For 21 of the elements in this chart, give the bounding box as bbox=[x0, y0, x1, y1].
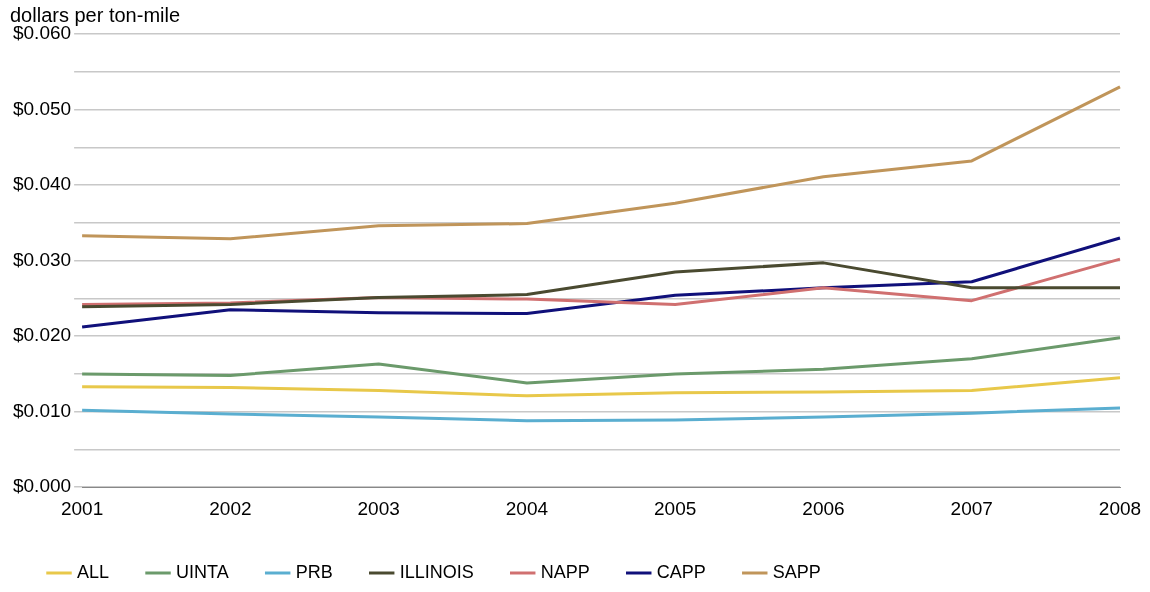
x-tick-label: 2006 bbox=[802, 497, 845, 519]
legend-label: NAPP bbox=[540, 561, 590, 582]
x-tick-label: 2008 bbox=[1098, 497, 1142, 519]
legend-label: UINTA bbox=[176, 561, 229, 582]
y-tick-label: $0.000 bbox=[12, 475, 72, 497]
y-tick-label: $0.040 bbox=[12, 173, 72, 195]
x-tick-label: 2005 bbox=[654, 497, 697, 519]
x-tick-label: 2004 bbox=[505, 497, 549, 519]
x-tick-label: 2001 bbox=[60, 497, 104, 519]
x-tick-label: 2003 bbox=[357, 497, 400, 519]
x-tick-label: 2002 bbox=[209, 497, 252, 519]
legend-label: SAPP bbox=[772, 561, 821, 582]
y-tick-label: $0.050 bbox=[12, 97, 72, 119]
y-tick-label: $0.030 bbox=[12, 248, 72, 270]
legend-label: PRB bbox=[295, 561, 333, 582]
y-tick-label: $0.010 bbox=[12, 399, 72, 421]
y-tick-label: $0.020 bbox=[12, 324, 72, 346]
legend-label: ALL bbox=[77, 561, 110, 582]
legend-label: ILLINOIS bbox=[399, 561, 474, 582]
x-tick-label: 2007 bbox=[950, 497, 993, 519]
legend-label: CAPP bbox=[656, 561, 706, 582]
